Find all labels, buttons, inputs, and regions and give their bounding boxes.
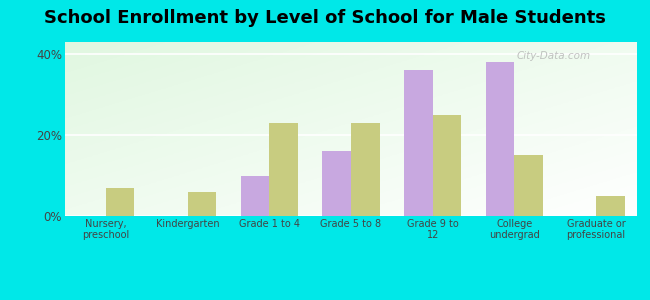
Bar (596, 196, 625, 216)
Bar (269, 123, 298, 216)
Bar (322, 151, 351, 216)
Bar (106, 188, 135, 216)
Bar (404, 70, 433, 216)
Bar (486, 62, 514, 216)
Bar (188, 192, 216, 216)
Bar (351, 123, 380, 216)
Bar (514, 155, 543, 216)
Bar (433, 115, 462, 216)
Bar (240, 176, 269, 216)
Text: School Enrollment by Level of School for Male Students: School Enrollment by Level of School for… (44, 9, 606, 27)
Text: City-Data.com: City-Data.com (517, 51, 591, 61)
